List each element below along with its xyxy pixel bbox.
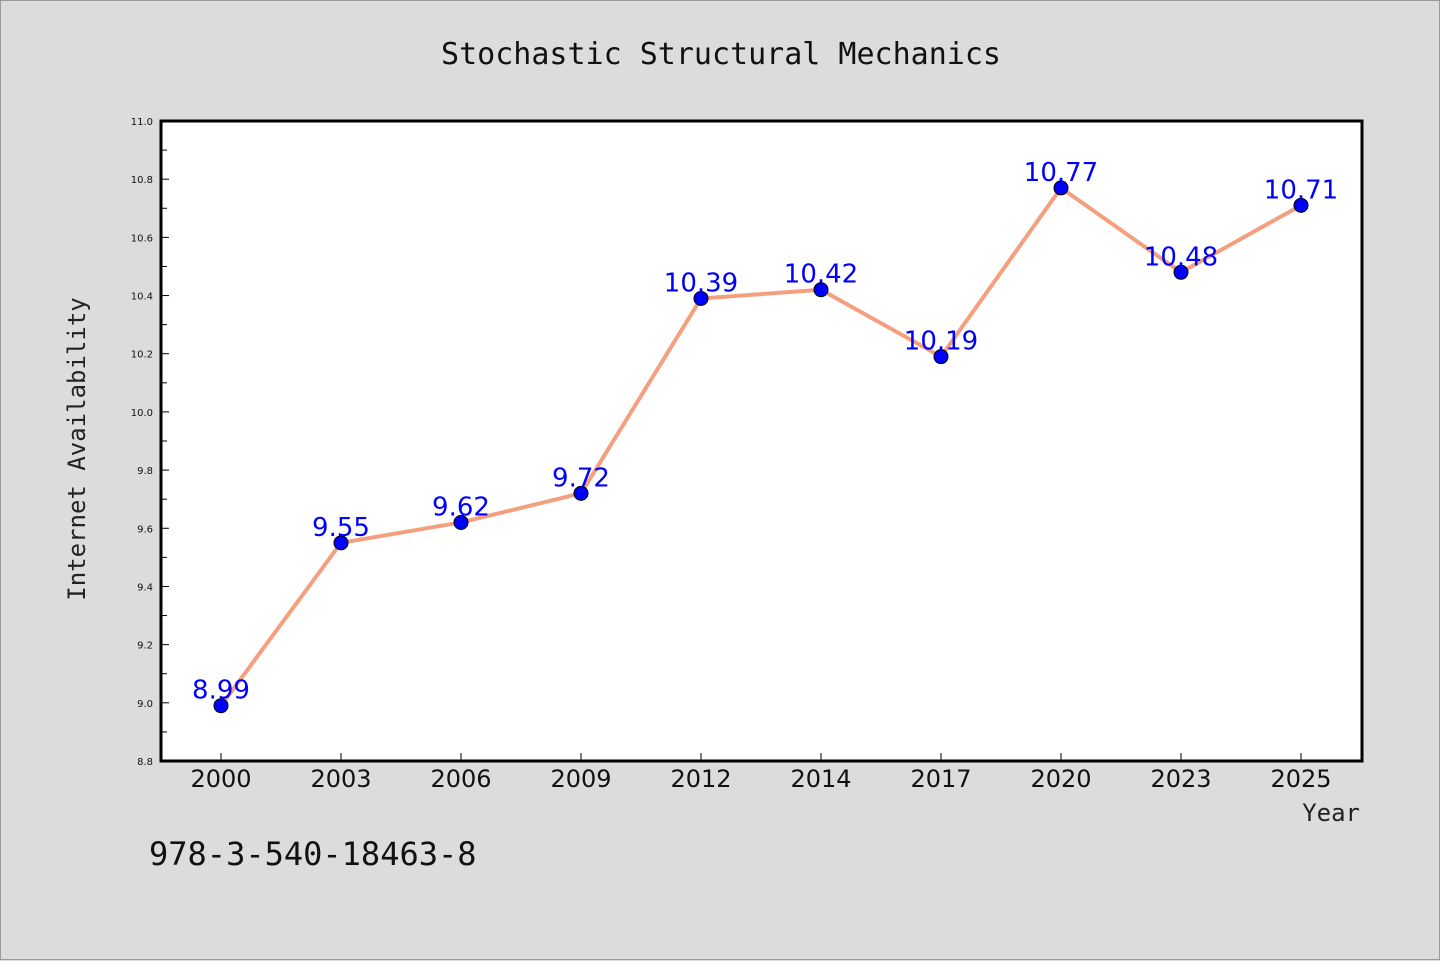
y-axis: 8.8 9.0 9.2 9.4 9.6 9.8 10.0 10.2 10.4 10.6 10.8 11…	[131, 117, 169, 768]
isbn-caption: 978-3-540-18463-8	[149, 835, 477, 873]
data-point	[693, 290, 709, 306]
data-point	[933, 349, 949, 365]
x-tick-label: 2025	[1270, 765, 1331, 793]
series-line-group	[219, 185, 1303, 708]
data-label: 10.48	[1144, 242, 1218, 272]
data-label: 10.19	[904, 327, 978, 357]
data-point	[333, 535, 349, 551]
y-tick-label: 8.8	[137, 757, 153, 768]
data-point	[813, 282, 829, 298]
data-label: 10.77	[1024, 158, 1098, 188]
data-point	[213, 698, 229, 714]
data-label: 9.62	[432, 492, 490, 522]
x-axis-label: Year	[1302, 799, 1360, 827]
y-tick-label: 10.2	[131, 350, 153, 361]
y-tick-label: 10.4	[131, 292, 153, 303]
y-tick-label: 10.8	[131, 175, 153, 186]
data-label: 10.42	[784, 260, 858, 290]
data-label: 10.39	[664, 268, 738, 298]
data-label: 8.99	[192, 676, 250, 706]
x-tick-label: 2009	[550, 765, 611, 793]
data-point	[453, 514, 469, 530]
y-tick-label: 9.6	[137, 524, 153, 535]
x-tick-label: 2020	[1030, 765, 1091, 793]
y-tick-label: 9.4	[137, 582, 153, 593]
data-point	[573, 485, 589, 501]
data-point	[1053, 180, 1069, 196]
x-tick-label: 2003	[310, 765, 371, 793]
plot-area	[159, 119, 1364, 763]
x-tick-label: 2014	[790, 765, 851, 793]
y-tick-label: 10.6	[131, 233, 153, 244]
data-label: 9.55	[312, 513, 370, 543]
data-point	[1293, 197, 1309, 213]
y-tick-label: 9.2	[137, 641, 153, 652]
x-tick-label: 2012	[670, 765, 731, 793]
x-tick-label: 2000	[190, 765, 251, 793]
y-tick-label: 9.8	[137, 466, 153, 477]
x-tick-label: 2023	[1150, 765, 1211, 793]
y-axis-label: Internet Availability	[63, 297, 91, 600]
x-tick-label: 2006	[430, 765, 491, 793]
data-label: 10.71	[1264, 175, 1338, 205]
data-point	[1173, 264, 1189, 280]
y-tick-label: 9.0	[137, 699, 153, 710]
data-label: 9.72	[552, 463, 610, 493]
chart-title: Stochastic Structural Mechanics	[441, 37, 1001, 72]
y-tick-label: 11.0	[131, 117, 153, 128]
x-axis: 2000 2003 2006 2009 2012 2014 2017 2020 2023 2025	[190, 753, 1332, 793]
x-tick-label: 2017	[910, 765, 971, 793]
markers-group	[213, 180, 1309, 714]
y-tick-label: 10.0	[131, 408, 153, 419]
data-labels-group: 8.99 9.55 9.62 9.72 10.39 10.42 10.19 10.77 10.4…	[192, 158, 1338, 706]
series-line	[219, 185, 1303, 708]
